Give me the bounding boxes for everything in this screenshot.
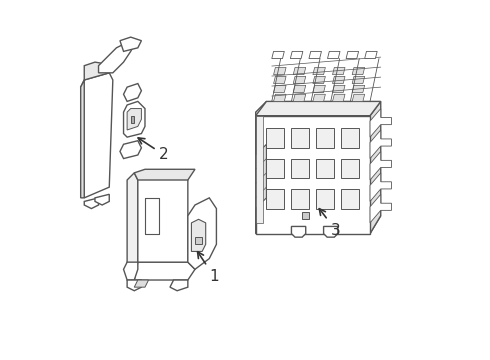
Polygon shape <box>370 102 381 234</box>
Polygon shape <box>134 280 148 287</box>
Polygon shape <box>256 102 381 116</box>
Polygon shape <box>192 219 206 251</box>
Polygon shape <box>342 128 359 148</box>
Text: 1: 1 <box>197 252 219 284</box>
Polygon shape <box>370 152 392 180</box>
Polygon shape <box>131 262 195 280</box>
Polygon shape <box>370 109 392 137</box>
Polygon shape <box>292 189 309 208</box>
Polygon shape <box>81 80 84 198</box>
Polygon shape <box>317 158 334 178</box>
Polygon shape <box>273 85 286 93</box>
Polygon shape <box>342 158 359 178</box>
Polygon shape <box>188 198 217 269</box>
Polygon shape <box>256 216 381 234</box>
Polygon shape <box>127 173 138 280</box>
Polygon shape <box>293 94 306 102</box>
Polygon shape <box>327 51 340 59</box>
Polygon shape <box>267 189 284 208</box>
Polygon shape <box>333 94 345 102</box>
Polygon shape <box>273 94 286 102</box>
Polygon shape <box>302 212 309 219</box>
Polygon shape <box>256 116 370 234</box>
Polygon shape <box>273 76 286 84</box>
Polygon shape <box>313 67 325 75</box>
Text: 3: 3 <box>319 209 341 238</box>
Polygon shape <box>352 76 365 84</box>
Polygon shape <box>370 173 392 202</box>
Polygon shape <box>81 73 113 198</box>
Polygon shape <box>127 109 142 130</box>
Polygon shape <box>370 130 392 158</box>
Text: 2: 2 <box>138 138 169 162</box>
Polygon shape <box>313 76 325 84</box>
Polygon shape <box>333 76 345 84</box>
Polygon shape <box>95 194 109 205</box>
Polygon shape <box>293 76 306 84</box>
Polygon shape <box>195 237 202 244</box>
Polygon shape <box>323 226 338 237</box>
Polygon shape <box>131 116 134 123</box>
Polygon shape <box>292 226 306 237</box>
Polygon shape <box>123 84 142 102</box>
Polygon shape <box>309 51 321 59</box>
Polygon shape <box>120 141 142 158</box>
Polygon shape <box>84 198 98 208</box>
Polygon shape <box>256 144 267 208</box>
Polygon shape <box>313 94 325 102</box>
Polygon shape <box>352 85 365 93</box>
Polygon shape <box>365 51 377 59</box>
Polygon shape <box>273 67 286 75</box>
Polygon shape <box>317 128 334 148</box>
Polygon shape <box>267 158 284 178</box>
Polygon shape <box>352 67 365 75</box>
Polygon shape <box>170 280 188 291</box>
Polygon shape <box>123 102 145 137</box>
Polygon shape <box>333 67 345 75</box>
Polygon shape <box>123 262 138 280</box>
Polygon shape <box>256 116 263 223</box>
Polygon shape <box>293 67 306 75</box>
Polygon shape <box>256 102 267 234</box>
Polygon shape <box>138 173 188 262</box>
Polygon shape <box>313 85 325 93</box>
Polygon shape <box>346 51 359 59</box>
Polygon shape <box>292 158 309 178</box>
Polygon shape <box>333 85 345 93</box>
Polygon shape <box>291 51 303 59</box>
Polygon shape <box>293 85 306 93</box>
Polygon shape <box>272 51 284 59</box>
Polygon shape <box>98 44 134 73</box>
Polygon shape <box>127 280 142 291</box>
Polygon shape <box>370 194 392 223</box>
Polygon shape <box>267 128 284 148</box>
Polygon shape <box>342 189 359 208</box>
Polygon shape <box>292 128 309 148</box>
Polygon shape <box>120 37 142 51</box>
Polygon shape <box>317 189 334 208</box>
Polygon shape <box>352 94 365 102</box>
Polygon shape <box>84 62 117 80</box>
Polygon shape <box>134 169 195 180</box>
